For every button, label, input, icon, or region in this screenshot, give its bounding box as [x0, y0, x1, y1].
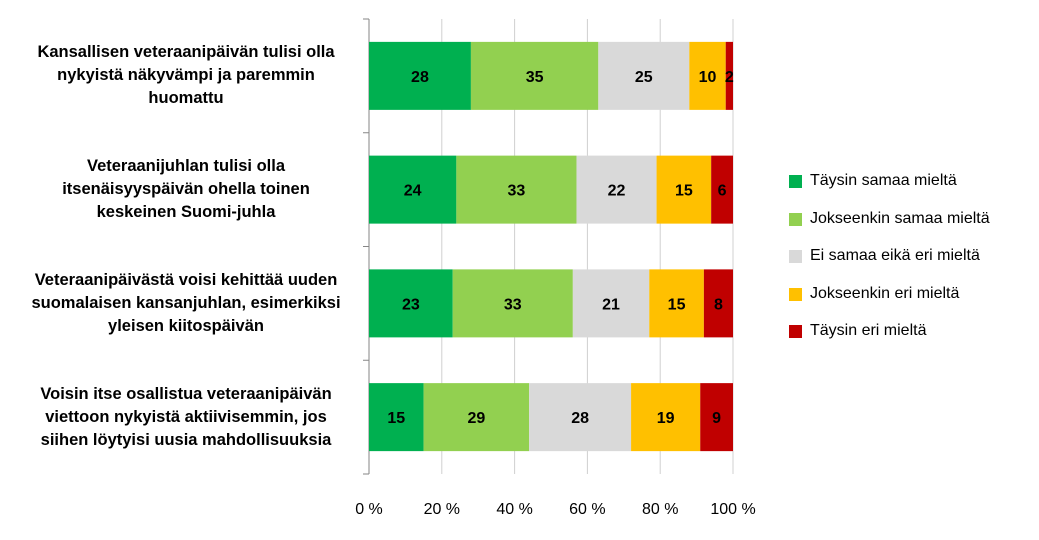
data-label: 33 [504, 296, 522, 313]
data-label: 8 [714, 296, 723, 313]
legend-label: Jokseenkin samaa mieltä [810, 209, 990, 227]
legend-item: Jokseenkin samaa mieltä [789, 209, 990, 247]
legend-item: Täysin eri mieltä [789, 321, 990, 359]
bar-segment [452, 269, 573, 338]
category-label-line: viettoon nykyistä aktiivisemmin, jos [45, 407, 327, 426]
data-label: 29 [467, 410, 485, 427]
bar-segment [456, 155, 577, 224]
legend-item: Täysin samaa mieltä [789, 171, 990, 209]
data-label: 21 [602, 296, 620, 313]
category-label-line: suomalaisen kansanjuhlan, esimerkiksi [31, 293, 341, 312]
legend-swatch [789, 325, 802, 338]
x-tick-label: 40 % [496, 501, 532, 518]
legend-swatch [789, 250, 802, 263]
data-label: 15 [675, 183, 693, 200]
x-tick-label: 80 % [642, 501, 678, 518]
category-label-line: Veteraanijuhlan tulisi olla [86, 157, 286, 176]
data-label: 10 [699, 69, 717, 86]
category-label: Veteraanipäivästä voisi kehittää uuden su… [10, 269, 362, 338]
bar-segment [598, 41, 690, 110]
bar-segment [369, 383, 424, 452]
category-label-line: yleisen kiitospäivän [108, 316, 264, 335]
legend-swatch [789, 212, 802, 226]
legend-swatch [789, 287, 802, 301]
category-label-line: Kansallisen veteraanipäivän tulisi olla [37, 43, 335, 62]
bar-segment [649, 269, 704, 338]
legend-label: Ei samaa eikä eri mieltä [810, 247, 980, 264]
x-tick-label: 20 % [424, 501, 460, 518]
legend-label: Täysin samaa mieltä [810, 172, 957, 189]
bar-segment [689, 41, 726, 110]
data-label: 19 [657, 410, 675, 427]
bar-segment [529, 383, 632, 452]
bar-segment [656, 155, 712, 224]
category-label-line: huomattu [148, 89, 224, 108]
bar-segment [703, 269, 733, 338]
bar-segment [369, 41, 471, 110]
data-label: 23 [402, 296, 420, 313]
bar-segment [572, 269, 650, 338]
legend-item: Ei samaa eikä eri mieltä [789, 246, 990, 284]
bar-segment [423, 383, 530, 452]
bar-segment [711, 155, 733, 224]
bar-segment [576, 155, 657, 224]
category-label-line: nykyistä näkyvämpi ja paremmin [57, 66, 315, 85]
legend-label: Jokseenkin eri mieltä [810, 284, 960, 302]
category-label-line: keskeinen Suomi-juhla [96, 203, 276, 222]
category-label-line: siihen löytyisi uusia mahdollisuuksia [40, 430, 332, 449]
legend-label: Täysin eri mieltä [810, 322, 927, 339]
category-label-line: Voisin itse osallistua veteraanipäivän [40, 384, 332, 403]
data-label: 6 [718, 183, 727, 200]
legend-item: Jokseenkin eri mieltä [789, 284, 990, 322]
legend-swatch [789, 175, 802, 188]
data-label: 2 [725, 69, 734, 86]
x-tick-label: 60 % [569, 501, 605, 518]
data-label: 9 [712, 410, 721, 427]
bar-segment [369, 155, 457, 224]
category-label-line: Veteraanipäivästä voisi kehittää uuden [34, 270, 338, 289]
data-label: 24 [404, 183, 422, 200]
bar-segment [631, 383, 701, 452]
bar-segment [470, 41, 599, 110]
data-label: 25 [635, 69, 653, 86]
bar-segment [369, 269, 453, 338]
data-label: 33 [508, 183, 526, 200]
category-label-line: itsenäisyyspäivän ohella toinen [62, 180, 310, 199]
data-label: 15 [668, 296, 686, 313]
data-label: 28 [571, 410, 589, 427]
bar-segment [725, 41, 733, 110]
data-label: 15 [387, 410, 405, 427]
category-label: Veteraanijuhlan tulisi olla itsenäisyyspä… [10, 155, 362, 224]
x-tick-label: 100 % [710, 501, 755, 518]
data-label: 28 [411, 69, 429, 86]
legend: Täysin samaa mieltä Jokseenkin samaa miel… [789, 171, 990, 359]
bar-segment [700, 383, 733, 452]
data-label: 22 [608, 183, 626, 200]
category-label: Kansallisen veteraanipäivän tulisi olla n… [10, 41, 362, 110]
category-label: Voisin itse osallistua veteraanipäivän vi… [10, 383, 362, 452]
x-tick-label: 0 % [355, 501, 383, 518]
data-label: 35 [526, 69, 544, 86]
